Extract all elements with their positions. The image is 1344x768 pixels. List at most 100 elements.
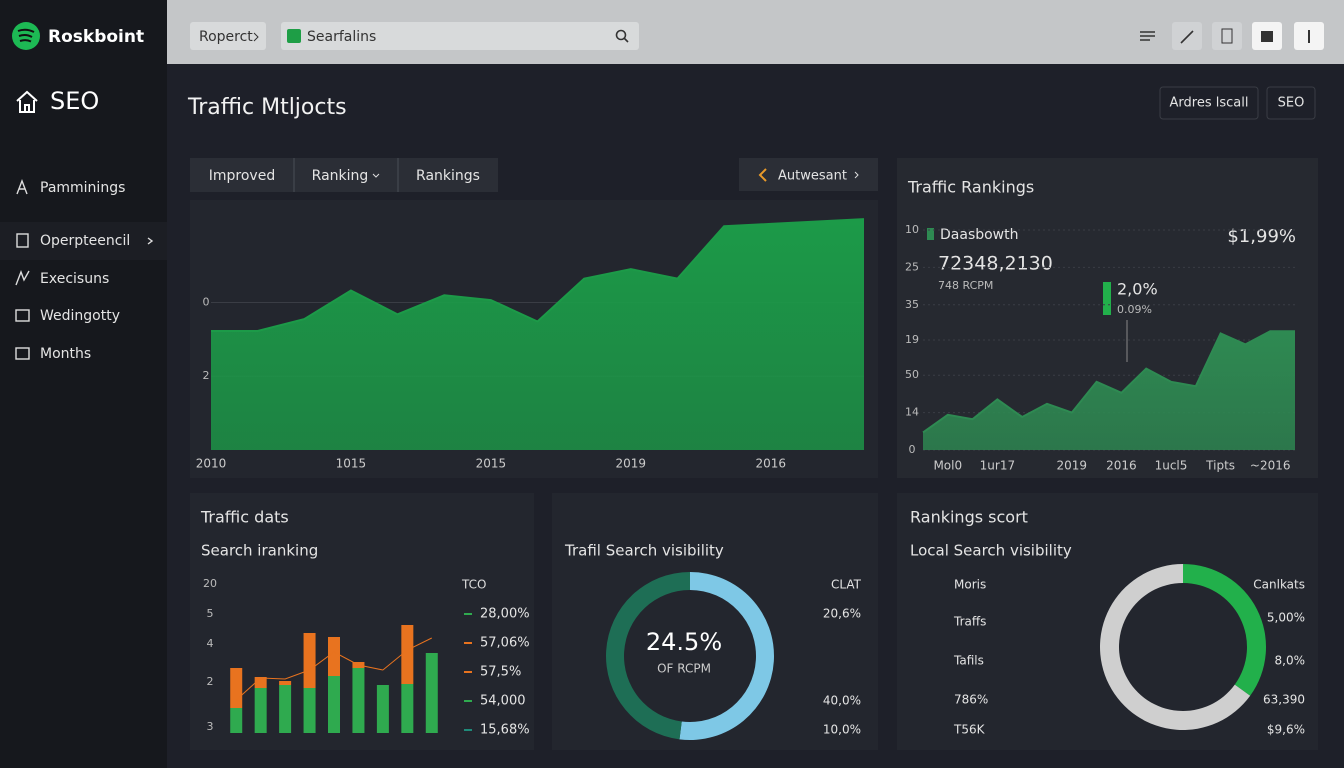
tool-button[interactable] bbox=[1212, 22, 1242, 50]
nav-icons bbox=[15, 179, 154, 360]
stat-caption: 748 RCPM bbox=[938, 279, 993, 292]
button-label[interactable]: SEO bbox=[1278, 96, 1305, 111]
y-tick-label: 19 bbox=[905, 333, 919, 346]
side-label: T56K bbox=[953, 723, 986, 737]
annotation-caption: 0.09% bbox=[1117, 303, 1152, 316]
area bbox=[923, 331, 1295, 450]
stat: $1,99% bbox=[1227, 226, 1296, 247]
side-label: 8,0% bbox=[1275, 654, 1306, 668]
logo-mark bbox=[17, 28, 35, 43]
breadcrumb-box[interactable] bbox=[190, 22, 266, 50]
doc-icon bbox=[1221, 28, 1233, 44]
tab-divider bbox=[293, 158, 399, 192]
legend-value: 57,06% bbox=[480, 636, 530, 651]
side-label: 5,00% bbox=[1267, 611, 1305, 625]
menu-icon[interactable] bbox=[1140, 31, 1155, 41]
x-tick-label: 2016 bbox=[755, 457, 786, 471]
bar bbox=[401, 684, 414, 733]
x-tick-label: Tipts bbox=[1205, 459, 1235, 473]
donut-center: 24.5% bbox=[646, 628, 722, 656]
x-tick-label: 2019 bbox=[1057, 459, 1088, 473]
tab-bar bbox=[190, 158, 498, 192]
donut-segment bbox=[1183, 564, 1267, 696]
y-tick-label: 2 bbox=[203, 369, 210, 382]
icon bbox=[15, 309, 30, 322]
nav-item[interactable]: Execisuns bbox=[40, 271, 109, 287]
side-label: Canlkats bbox=[1253, 578, 1305, 592]
button[interactable] bbox=[1266, 86, 1316, 120]
annotation: CLAT bbox=[831, 578, 862, 592]
legend-value: 54,000 bbox=[480, 694, 526, 709]
y-tick-label: 25 bbox=[905, 260, 919, 273]
side-label: $9,6% bbox=[1267, 723, 1305, 737]
filter-icon bbox=[758, 168, 767, 182]
panel-title: Traffic dats bbox=[200, 508, 289, 527]
x-tick-label: 1015 bbox=[336, 457, 367, 471]
legend-label[interactable]: Daasbowth bbox=[940, 227, 1019, 243]
area-line bbox=[211, 218, 865, 332]
search-text[interactable]: Searfalins bbox=[307, 29, 376, 45]
donut-segment bbox=[679, 572, 774, 740]
icon bbox=[15, 270, 30, 286]
y-tick-label: 5 bbox=[207, 607, 214, 620]
chevron bbox=[854, 171, 859, 179]
bar bbox=[230, 708, 243, 733]
y-tick-label: 14 bbox=[905, 406, 919, 419]
nav-item[interactable]: Operpteencil bbox=[40, 233, 130, 249]
tab[interactable]: Rankings bbox=[416, 168, 480, 184]
x-tick-label: Mol0 bbox=[933, 459, 962, 473]
search-icon[interactable] bbox=[615, 29, 627, 41]
column-label: TCO bbox=[461, 578, 486, 592]
filter-box[interactable] bbox=[739, 158, 878, 191]
x-tick-label: 1ucl5 bbox=[1155, 459, 1188, 473]
nav-item[interactable]: Months bbox=[40, 346, 91, 362]
x-tick-label: 2019 bbox=[616, 457, 647, 471]
x-tick-label: 2010 bbox=[196, 457, 227, 471]
x-tick-label: 2015 bbox=[476, 457, 507, 471]
bar bbox=[328, 637, 340, 676]
y-tick-label: 10 bbox=[905, 223, 919, 236]
annotation-bar bbox=[1103, 282, 1111, 315]
nav-item[interactable]: Wedingotty bbox=[40, 308, 120, 324]
side-label: 786% bbox=[954, 693, 988, 707]
y-tick-label: 35 bbox=[905, 298, 919, 311]
sidebar bbox=[0, 0, 167, 768]
pen-icon bbox=[1180, 30, 1194, 44]
chevron bbox=[253, 32, 259, 42]
page-title: Traffic Mtljocts bbox=[187, 95, 347, 120]
y-tick-label: 0 bbox=[203, 295, 210, 308]
button[interactable] bbox=[1159, 86, 1259, 120]
panel-title: Rankings scort bbox=[910, 508, 1028, 527]
annotation: 20,6% bbox=[823, 607, 861, 621]
legend-value: 28,00% bbox=[480, 607, 530, 622]
button-label[interactable]: Ardres lscall bbox=[1170, 96, 1249, 111]
filter[interactable]: Autwesant bbox=[778, 169, 847, 184]
nav-item[interactable]: Pamminings bbox=[40, 180, 125, 196]
y-tick-label: 2 bbox=[207, 675, 214, 688]
bar bbox=[279, 681, 292, 685]
dropdown-icon bbox=[372, 173, 380, 178]
area bbox=[211, 219, 864, 450]
bar bbox=[230, 668, 243, 708]
y-tick-label: 50 bbox=[905, 368, 919, 381]
annotation: 2,0% bbox=[1117, 280, 1158, 299]
y-tick-label: 3 bbox=[207, 720, 214, 733]
donut-segment bbox=[606, 572, 690, 740]
section-title: SEO bbox=[50, 87, 99, 115]
area-line bbox=[922, 330, 1295, 434]
tab[interactable]: Improved bbox=[209, 168, 275, 184]
y-tick-label: 4 bbox=[207, 637, 214, 650]
side-label: 63,390 bbox=[1263, 693, 1305, 707]
brand[interactable]: Roskboint bbox=[48, 27, 144, 47]
bar bbox=[376, 685, 389, 733]
tab[interactable]: Ranking bbox=[312, 168, 369, 184]
breadcrumb[interactable]: Roperct bbox=[199, 29, 253, 45]
search-icon-handle bbox=[623, 37, 629, 43]
bar bbox=[279, 685, 292, 733]
x-tick-label: 1ur17 bbox=[980, 459, 1015, 473]
bar bbox=[352, 668, 365, 733]
search-box[interactable] bbox=[281, 22, 639, 50]
box-icon bbox=[1261, 31, 1273, 42]
bar bbox=[303, 688, 316, 733]
